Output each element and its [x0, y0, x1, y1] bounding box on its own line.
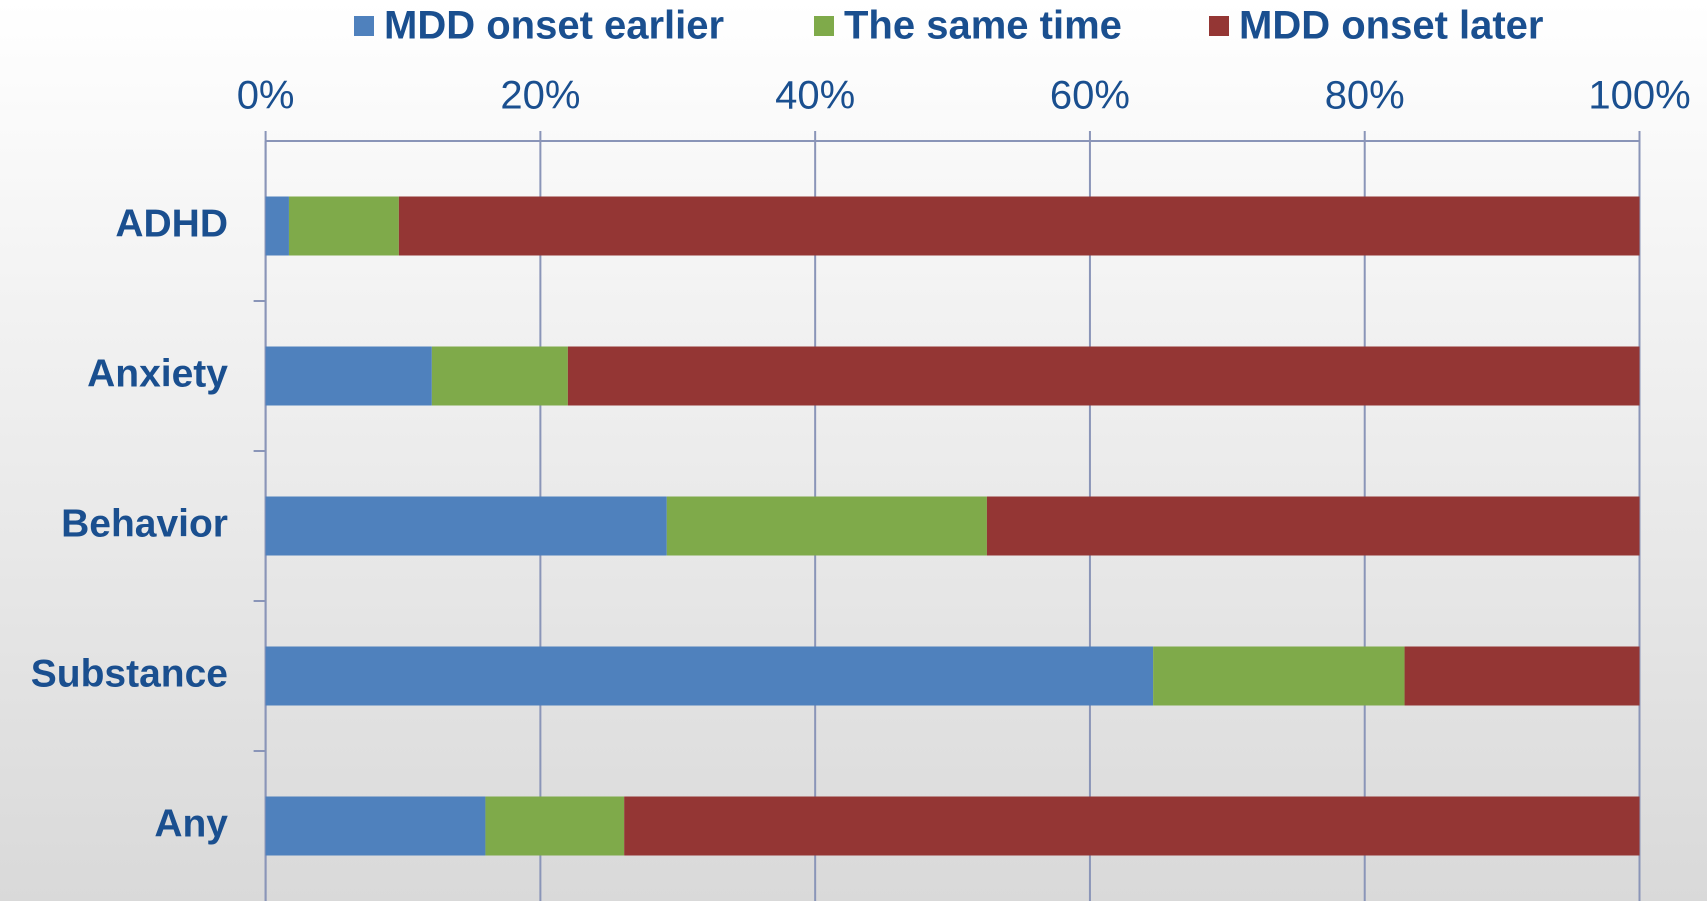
x-tick-label: 100%	[1588, 74, 1690, 118]
bar-segment	[265, 196, 289, 256]
bar-segment	[1153, 646, 1405, 706]
bar-segment	[567, 346, 1640, 406]
y-tick-label: ADHD	[115, 202, 228, 245]
bar-segment	[986, 496, 1640, 556]
bar-segment	[666, 496, 987, 556]
x-tick-label: 0%	[237, 74, 295, 118]
bar-segment	[431, 346, 568, 406]
legend-label: The same time	[844, 4, 1122, 48]
legend-label: MDD onset earlier	[384, 4, 724, 48]
y-tick-label: Behavior	[61, 502, 228, 545]
legend-swatch	[354, 16, 374, 36]
x-tick-label: 60%	[1050, 74, 1130, 118]
bar-segment	[624, 796, 1640, 856]
y-tick-label: Anxiety	[87, 352, 228, 395]
x-tick-label: 80%	[1325, 74, 1405, 118]
bar-segment	[265, 346, 432, 406]
y-tick-label: Any	[154, 802, 228, 845]
bar-segment	[265, 646, 1154, 706]
bar-segment	[485, 796, 625, 856]
bar-segment	[398, 196, 1640, 256]
legend-swatch	[814, 16, 834, 36]
bar-segment	[288, 196, 399, 256]
legend-label: MDD onset later	[1239, 4, 1544, 48]
x-tick-label: 20%	[500, 74, 580, 118]
y-tick-label: Substance	[31, 652, 228, 695]
bar-segment	[265, 496, 667, 556]
bar-segment	[265, 796, 486, 856]
bar-segment	[1404, 646, 1640, 706]
x-tick-label: 40%	[775, 74, 855, 118]
legend-swatch	[1209, 16, 1229, 36]
